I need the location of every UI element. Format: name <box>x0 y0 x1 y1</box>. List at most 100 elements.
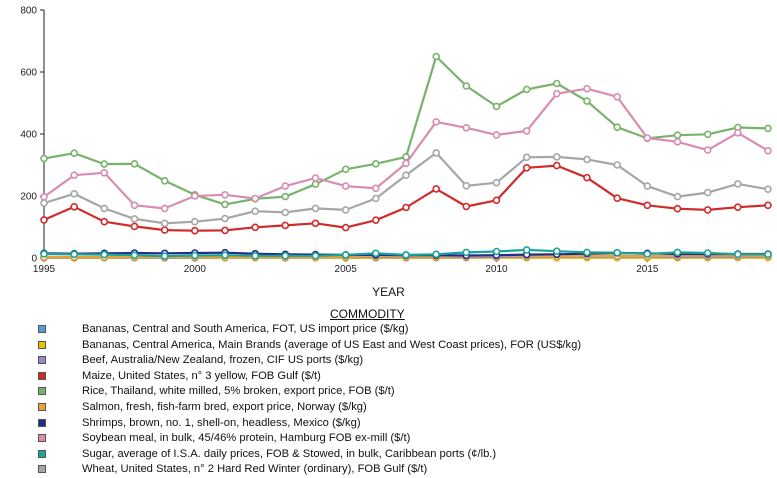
data-point <box>132 202 138 208</box>
data-point <box>584 156 590 162</box>
data-point <box>584 98 590 104</box>
data-point <box>71 172 77 178</box>
data-point <box>494 249 500 255</box>
legend-item: Rice, Thailand, white milled, 5% broken,… <box>34 384 774 400</box>
legend-item: Sugar, average of I.S.A. daily prices, F… <box>34 447 774 463</box>
data-point <box>463 183 469 189</box>
data-point <box>282 194 288 200</box>
legend-swatch <box>38 341 46 349</box>
data-point <box>101 205 107 211</box>
data-point <box>675 194 681 200</box>
legend-swatch <box>38 387 46 395</box>
data-point <box>644 135 650 141</box>
legend-swatch <box>38 450 46 458</box>
data-point <box>524 128 530 134</box>
data-point <box>343 252 349 258</box>
data-point <box>554 248 560 254</box>
data-point <box>343 225 349 231</box>
data-point <box>765 125 771 131</box>
data-point <box>614 94 620 100</box>
data-point <box>554 91 560 97</box>
data-point <box>524 165 530 171</box>
data-point <box>614 250 620 256</box>
data-point <box>675 132 681 138</box>
data-point <box>463 204 469 210</box>
legend-label: Sugar, average of I.S.A. daily prices, F… <box>82 447 496 463</box>
data-point <box>343 207 349 213</box>
data-point <box>584 249 590 255</box>
data-point <box>313 181 319 187</box>
legend-label: Soybean meal, in bulk, 45/46% protein, H… <box>82 431 410 447</box>
legend-label: Rice, Thailand, white milled, 5% broken,… <box>82 384 395 400</box>
data-point <box>373 161 379 167</box>
data-point <box>222 192 228 198</box>
data-point <box>463 249 469 255</box>
data-point <box>373 185 379 191</box>
data-point <box>41 251 47 257</box>
x-axis-title: YEAR <box>0 285 777 299</box>
legend-label: Bananas, Central and South America, FOT,… <box>82 322 408 338</box>
x-tick-label: 2000 <box>184 264 207 275</box>
data-point <box>101 252 107 258</box>
data-point <box>162 220 168 226</box>
legend: COMMODITY Bananas, Central and South Ame… <box>34 307 774 478</box>
data-point <box>282 222 288 228</box>
data-point <box>373 217 379 223</box>
data-point <box>494 180 500 186</box>
data-point <box>705 190 711 196</box>
legend-swatch <box>38 325 46 333</box>
data-point <box>765 202 771 208</box>
data-point <box>252 196 258 202</box>
data-point <box>735 130 741 136</box>
data-point <box>765 251 771 257</box>
x-tick-label: 2015 <box>636 264 659 275</box>
data-point <box>494 103 500 109</box>
legend-label: Beef, Australia/New Zealand, frozen, CIF… <box>82 353 363 369</box>
data-point <box>162 227 168 233</box>
y-tick-label: 600 <box>20 68 37 79</box>
data-point <box>162 205 168 211</box>
data-point <box>433 186 439 192</box>
data-point <box>71 251 77 257</box>
data-point <box>41 194 47 200</box>
data-point <box>282 183 288 189</box>
data-point <box>705 147 711 153</box>
data-point <box>403 160 409 166</box>
data-point <box>282 209 288 215</box>
legend-item: Maize, United States, n° 3 yellow, FOB G… <box>34 369 774 385</box>
data-point <box>192 219 198 225</box>
data-point <box>735 204 741 210</box>
legend-item: Shrimps, brown, no. 1, shell-on, headles… <box>34 416 774 432</box>
legend-item: Salmon, fresh, fish-farm bred, export pr… <box>34 400 774 416</box>
legend-label: Shrimps, brown, no. 1, shell-on, headles… <box>82 416 361 432</box>
series-4 <box>41 54 771 208</box>
data-point <box>313 205 319 211</box>
data-point <box>132 216 138 222</box>
data-point <box>614 195 620 201</box>
data-point <box>675 206 681 212</box>
data-point <box>403 252 409 258</box>
data-point <box>554 81 560 87</box>
data-point <box>705 207 711 213</box>
data-point <box>373 250 379 256</box>
data-point <box>132 161 138 167</box>
legend-item: Bananas, Central and South America, FOT,… <box>34 322 774 338</box>
data-point <box>644 251 650 257</box>
y-tick-label: 0 <box>31 254 37 265</box>
data-point <box>524 247 530 253</box>
legend-swatch <box>38 434 46 442</box>
data-point <box>554 154 560 160</box>
data-point <box>403 205 409 211</box>
data-point <box>735 181 741 187</box>
x-tick-label: 1995 <box>33 264 56 275</box>
y-tick-label: 800 <box>20 6 37 17</box>
data-point <box>614 162 620 168</box>
data-point <box>765 186 771 192</box>
data-point <box>765 148 771 154</box>
data-point <box>162 253 168 259</box>
data-point <box>313 175 319 181</box>
data-point <box>252 208 258 214</box>
data-point <box>222 252 228 258</box>
